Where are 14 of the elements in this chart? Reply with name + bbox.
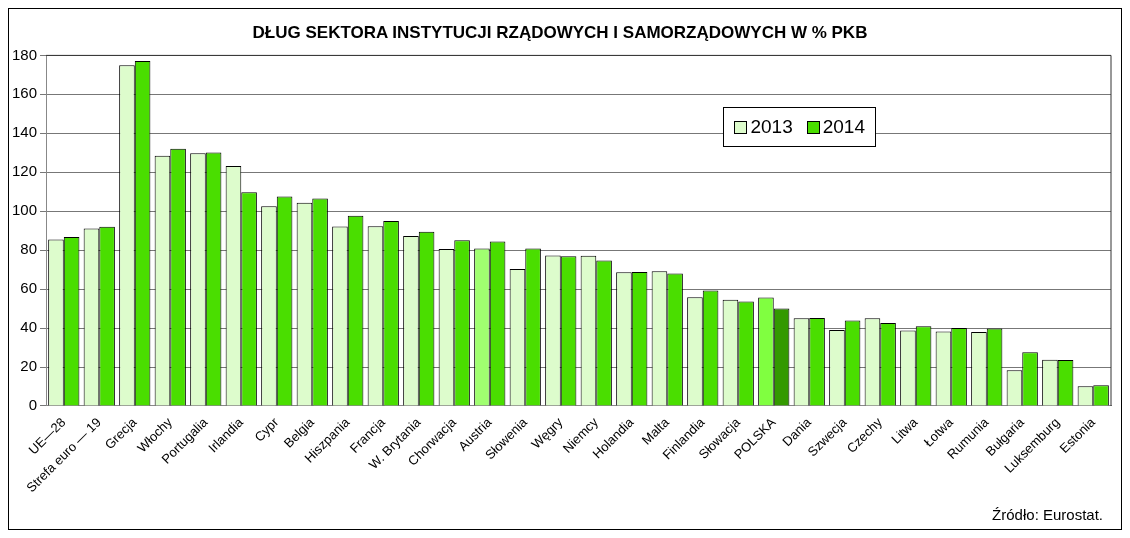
y-tick-label: 0: [28, 396, 38, 414]
text: Źródło: Eurostat.: [992, 506, 1103, 523]
y-tick-label: 100: [12, 201, 38, 219]
y-tick-label: 160: [12, 84, 38, 102]
y-tick-label: 60: [20, 279, 38, 297]
legend-label: 2013: [750, 116, 793, 138]
chart-title: DŁUG SEKTORA INSTYTUCJI RZĄDOWYCH I SAMORZĄDOWYCH W % PKB: [252, 22, 868, 42]
y-tick-label: 120: [12, 162, 38, 180]
y-tick-label: 140: [12, 123, 38, 141]
y-tick-label: 40: [20, 318, 38, 336]
legend-label: 2014: [822, 116, 865, 138]
y-tick-label: 20: [20, 357, 38, 375]
y-tick-label: 80: [20, 240, 38, 258]
y-tick-label: 180: [12, 45, 38, 63]
